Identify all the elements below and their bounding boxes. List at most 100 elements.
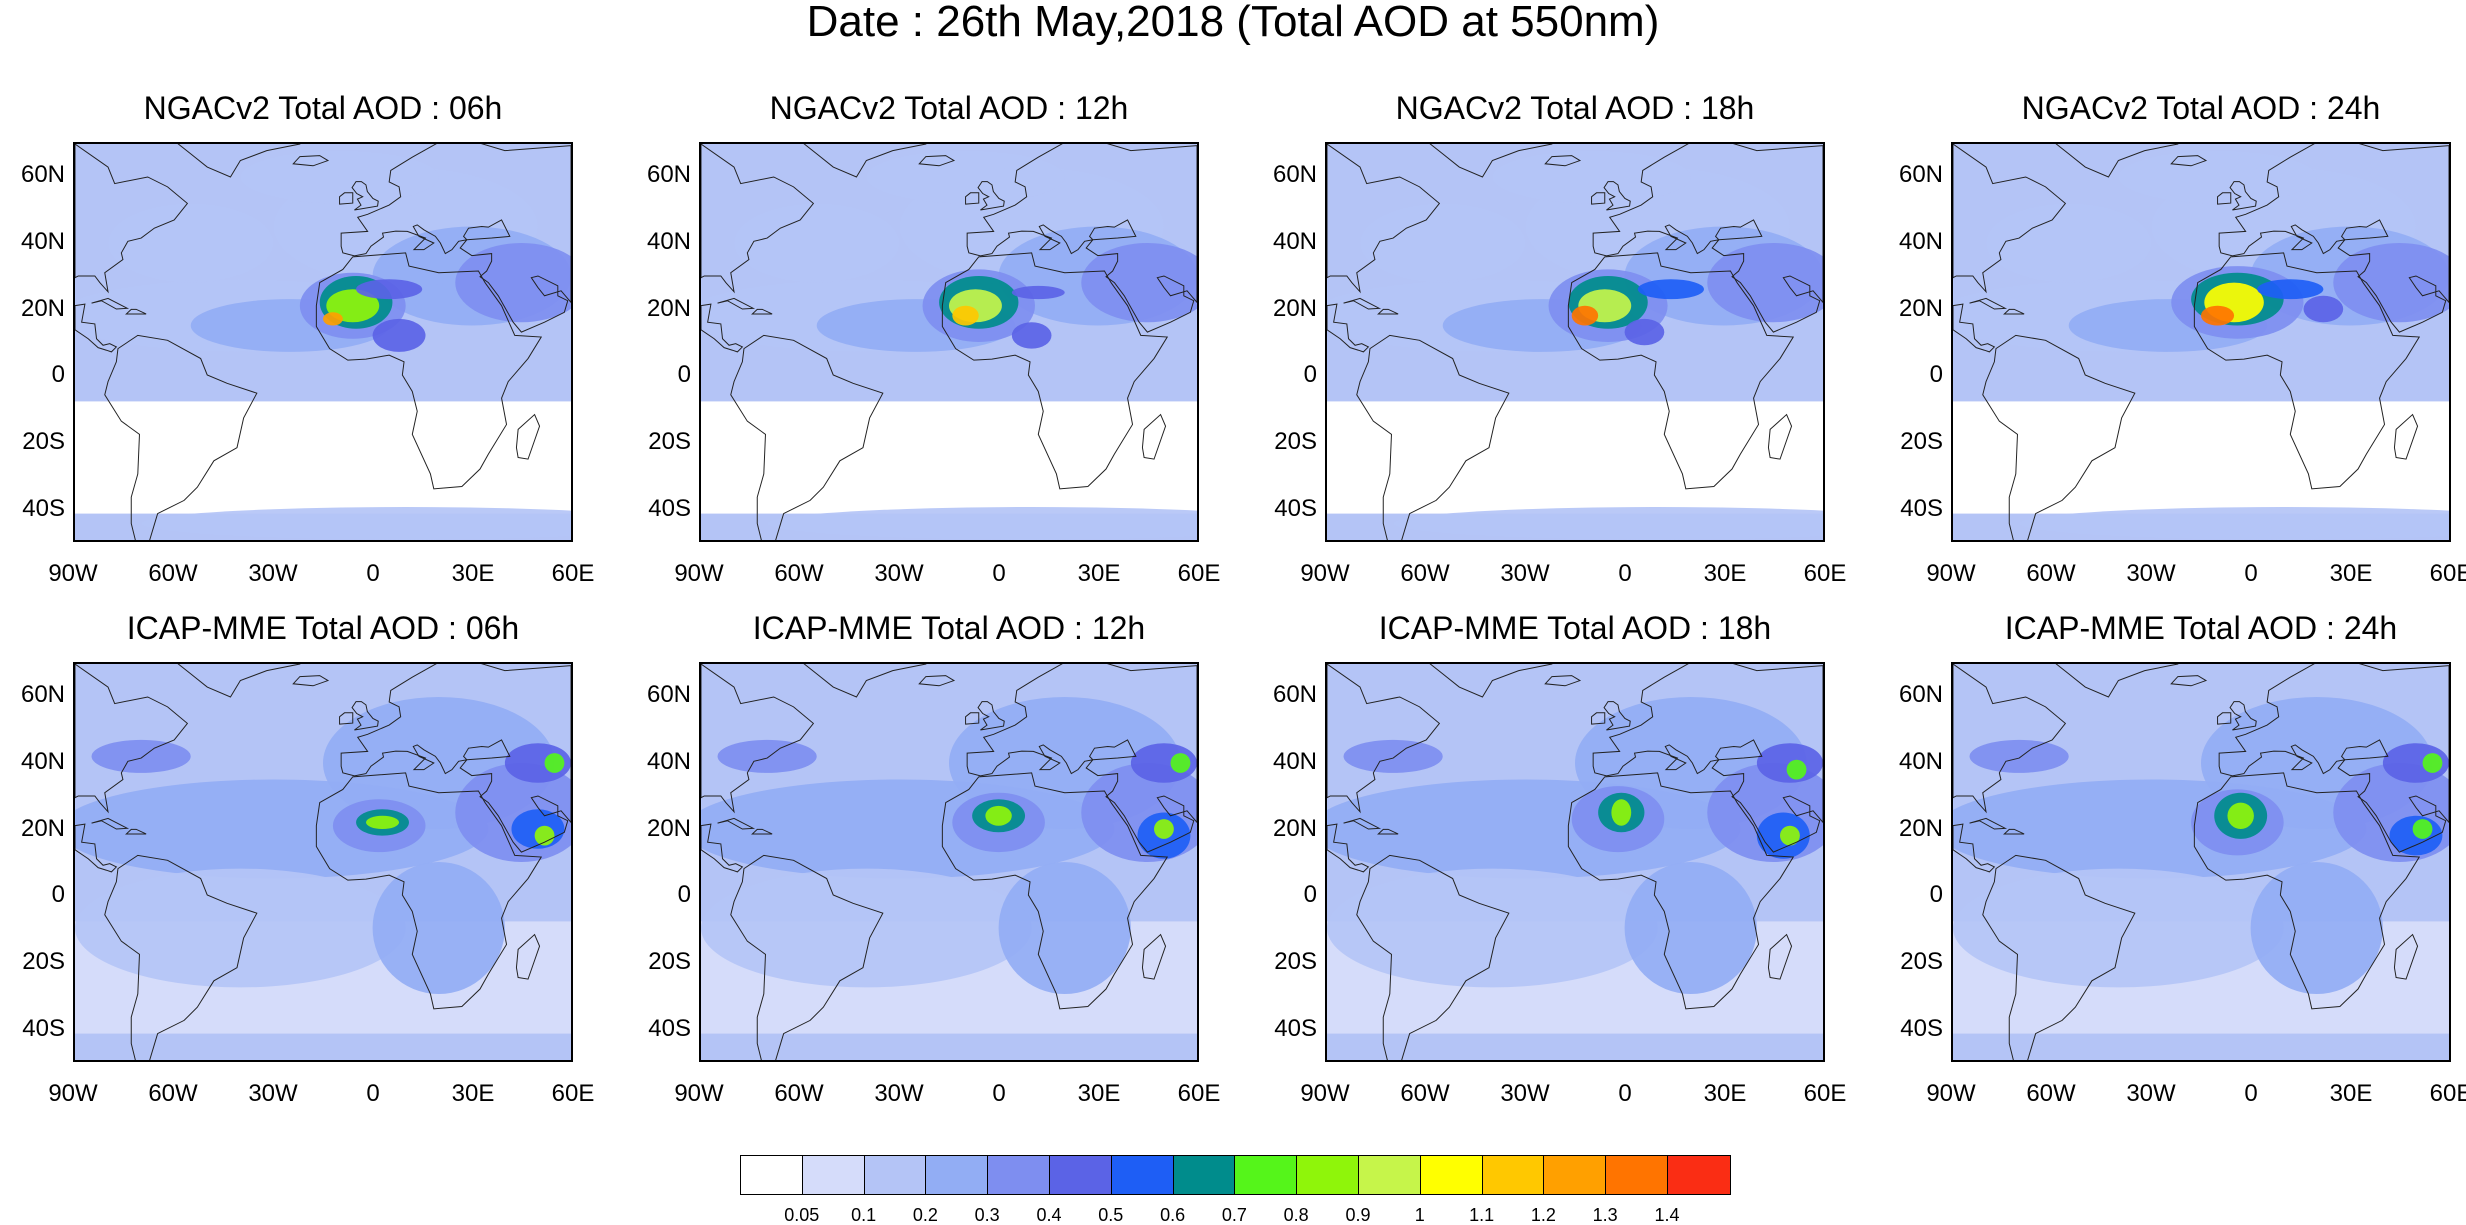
coastline [2193, 252, 2421, 490]
coastline [965, 192, 980, 205]
coastline [701, 823, 744, 873]
coastline [1356, 334, 1510, 540]
colorbar-label: 0.9 [1345, 1205, 1371, 1225]
lon-tick-label: 60E [2429, 1080, 2466, 1107]
colorbar-swatch [1358, 1156, 1421, 1194]
aod-contour-region [1571, 305, 1599, 326]
coastline [351, 181, 379, 211]
aod-contour-region [717, 739, 817, 773]
lat-tick-label: 20S [1274, 428, 1317, 455]
coastline [2193, 772, 2421, 1010]
lon-tick-label: 60E [1177, 560, 1221, 587]
lon-tick-label: 90W [1300, 560, 1350, 587]
coastline [2229, 181, 2257, 211]
coastline [918, 155, 956, 167]
coastline [1141, 933, 1167, 980]
aod-contour-region [2118, 150, 2317, 204]
lat-tick-label: 20S [22, 948, 65, 975]
aod-contour-region [1780, 825, 1800, 846]
coastline [2055, 664, 2179, 698]
colorbar-swatch [1606, 1156, 1668, 1194]
lat-tick-label: 60N [1898, 161, 1943, 189]
lat-tick-label: 0 [677, 881, 691, 909]
aod-contour-region [1170, 753, 1191, 773]
coastline [1603, 181, 1631, 211]
aod-contour-region [1786, 759, 1807, 780]
coastline [340, 664, 571, 853]
coastline [2055, 144, 2179, 178]
aod-contour-region [1360, 203, 1526, 283]
aod-contour-region [1327, 868, 1658, 988]
lon-tick-label: 60W [2026, 1080, 2076, 1107]
lon-tick-label: 30W [2126, 1080, 2176, 1107]
aod-contour-region [866, 150, 1065, 204]
lon-tick-label: 30W [874, 1080, 924, 1107]
colorbar-swatch [988, 1156, 1050, 1194]
colorbar-swatch [864, 1156, 927, 1194]
coastline [104, 854, 258, 1060]
lon-tick-label: 90W [48, 1080, 98, 1107]
coastline [730, 334, 884, 540]
lat-tick-label: 20N [20, 814, 65, 842]
aod-contour-region [2333, 243, 2449, 323]
lon-tick-label: 90W [674, 560, 724, 587]
coastline [1953, 144, 2067, 294]
aod-contour-region [1637, 279, 1704, 300]
coastline [2003, 828, 2025, 835]
lat-tick-label: 40N [1272, 228, 1317, 255]
aod-contour-region [1011, 322, 1052, 349]
coastline [125, 828, 147, 835]
colorbar-swatch [1420, 1156, 1483, 1194]
coastline [1544, 155, 1582, 167]
coastline [515, 933, 541, 980]
aod-contour-region [1624, 318, 1665, 346]
coastline [2218, 664, 2449, 853]
colorbar-label: 0.8 [1283, 1205, 1309, 1225]
coastline [751, 308, 773, 315]
lat-tick-label: 20S [1274, 948, 1317, 975]
colorbar-label: 0.5 [1098, 1205, 1124, 1225]
aod-map [1953, 664, 2449, 1060]
colorbar-swatch [741, 1156, 803, 1194]
lon-tick-label: 0 [992, 560, 1006, 587]
coastline [1969, 817, 2008, 830]
lat-tick-label: 0 [1303, 361, 1317, 389]
aod-contour-region [1953, 868, 2284, 988]
coastline [1953, 303, 1996, 353]
lon-tick-label: 0 [1618, 560, 1632, 587]
aod-contour-region [1492, 150, 1691, 204]
lat-tick-label: 40N [20, 228, 65, 255]
aod-map [75, 664, 571, 1060]
lat-tick-label: 60N [1272, 161, 1317, 189]
lat-tick-label: 60N [646, 681, 691, 709]
lon-tick-label: 60E [2429, 560, 2466, 587]
panel-title: ICAP-MME Total AOD : 06h [126, 610, 520, 646]
lat-tick-label: 40N [1272, 748, 1317, 775]
coastline [2217, 712, 2232, 725]
aod-map [701, 144, 1197, 540]
aod-contour-region [998, 862, 1131, 994]
aod-contour-region [1969, 739, 2069, 773]
lon-tick-label: 60E [1803, 1080, 1847, 1107]
coastline [966, 144, 1197, 333]
coastline [1567, 252, 1795, 490]
map-panel [699, 662, 1199, 1062]
coastline [1969, 297, 2008, 310]
aod-contour-region [534, 825, 555, 846]
colorbar-swatch [1235, 1156, 1298, 1194]
lon-tick-label: 90W [1926, 1080, 1976, 1107]
colorbar-label: 0.7 [1221, 1205, 1247, 1225]
aod-contour-region [240, 150, 439, 204]
coastline [1544, 675, 1582, 687]
lat-tick-label: 0 [677, 361, 691, 389]
lat-tick-label: 0 [1303, 881, 1317, 909]
coastline [2217, 192, 2232, 205]
coastline [803, 144, 927, 178]
coastline [2170, 155, 2208, 167]
colorbar-swatch [1297, 1156, 1359, 1194]
colorbar-label: 1.1 [1469, 1205, 1495, 1225]
coastline [1953, 823, 1996, 873]
lon-tick-label: 30W [1500, 560, 1550, 587]
aod-contour-region [1624, 862, 1757, 994]
lat-tick-label: 40S [1274, 1014, 1317, 1042]
